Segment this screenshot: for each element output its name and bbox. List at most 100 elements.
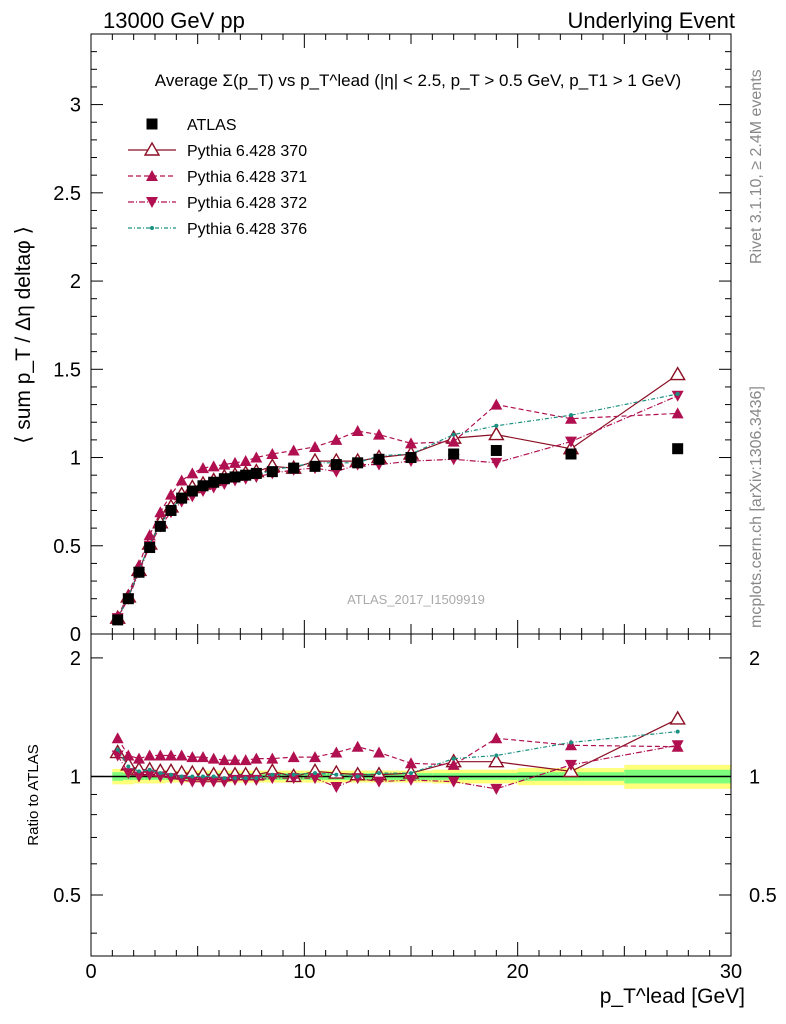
ratio-series-1-point — [490, 732, 503, 744]
ratio-series-1-point — [330, 746, 343, 758]
ratio-series-1-point — [207, 752, 220, 764]
main-series-2-point — [229, 456, 241, 468]
atlas-point — [309, 460, 321, 472]
ratio-series-1-point — [175, 749, 188, 761]
ratio-series-3-point — [179, 774, 184, 779]
atlas-point — [208, 476, 220, 488]
main-series-2-point — [186, 467, 199, 479]
legend-entry-label: ATLAS — [187, 117, 237, 134]
ratio-series-2-point — [111, 750, 124, 762]
ratio-ytick-label-right: 0.5 — [749, 885, 777, 907]
ratio-series-3-point — [377, 771, 381, 776]
main-series-2-point — [154, 506, 167, 518]
ratio-series-1-point — [197, 751, 209, 763]
ratio-axis-ticks: 0.5 0.51 12 20 10 20 30 — [53, 634, 777, 983]
atlas-point — [218, 473, 230, 485]
ratio-ytick-label-right: 1 — [749, 766, 760, 788]
atlas-point — [288, 462, 300, 474]
atlas-point — [240, 469, 252, 481]
ratio-series-2-point — [175, 774, 188, 786]
ratio-ytick-label: 2 — [70, 648, 81, 670]
main-series-1-point — [669, 366, 686, 381]
ratio-series-2-point — [405, 774, 417, 786]
ratio-series-1-point — [405, 757, 417, 769]
ratio-series-2-point — [229, 774, 241, 786]
legend-entry-label: Pythia 6.428 370 — [187, 143, 307, 160]
atlas-point — [672, 443, 684, 455]
ratio-series-1-point — [154, 749, 167, 761]
ratio-series-3-point — [233, 776, 237, 781]
ratio-series-3-point — [675, 729, 680, 734]
xtick-label: 0 — [85, 961, 96, 983]
ratio-series-1-point — [373, 746, 385, 758]
ratio-series-2-point — [133, 771, 145, 783]
ratio-series-2-point — [122, 768, 135, 780]
atlas-point — [565, 448, 577, 460]
ratio-series-2-point — [143, 769, 156, 781]
ratio-series-3-point — [494, 753, 499, 758]
ratio-frame — [90, 633, 732, 957]
ratio-series-3-point — [243, 776, 248, 781]
legend-entry-label: Pythia 6.428 371 — [187, 169, 307, 186]
main-series-2-line — [117, 403, 678, 617]
ratio-series-1-point — [218, 754, 231, 766]
mcplots-label: mcplots.cern.ch [arXiv:1306.3436] — [748, 386, 765, 628]
atlas-point — [448, 448, 460, 460]
main-series-2-point — [218, 458, 231, 470]
ratio-series-1-point — [186, 751, 199, 763]
ratio-series-3-point — [169, 772, 173, 777]
atlas-point — [490, 444, 502, 456]
main-series-3-point — [671, 390, 684, 402]
ratio-ytick-label: 1 — [70, 766, 81, 788]
main-series-1-point — [488, 426, 505, 441]
ratio-series-3-point — [201, 774, 205, 779]
atlas-point — [250, 467, 262, 479]
ratio-series-3-point — [291, 772, 296, 777]
main-series-2-point — [565, 412, 577, 424]
main-series-4-point — [451, 432, 456, 437]
main-series-2-point — [671, 407, 684, 419]
atlas-point — [133, 566, 145, 578]
main-series-2-point — [197, 462, 209, 474]
ratio-series-1-point — [111, 732, 124, 744]
main-series-4-point — [675, 392, 680, 396]
ratio-series-3-point — [211, 774, 216, 779]
ratio-series-1-point — [287, 751, 300, 763]
ratio-series-3-point — [313, 771, 317, 776]
ratio-series-1-point — [565, 739, 577, 751]
ratio-series-1-point — [133, 752, 145, 764]
atlas-point — [405, 452, 417, 464]
xtick-label: 10 — [293, 961, 315, 983]
main-series-2-point — [309, 440, 321, 452]
main-series-4-point — [494, 423, 499, 428]
x-axis-label: p_T^lead [GeV] — [600, 985, 745, 1008]
main-series-3-point — [565, 436, 577, 448]
ratio-series-3-point — [254, 776, 259, 781]
main-series-2-point — [330, 433, 343, 445]
main-series-2-point — [447, 435, 460, 447]
legend: ATLAS Pythia 6.428 370 Pythia 6.428 371 Pyt… — [128, 117, 307, 238]
ratio-series-1-point — [143, 749, 156, 761]
ratio-series-2-point — [309, 773, 321, 785]
main-series-3-line — [117, 395, 678, 619]
main-title: Average Σ(p_T) vs p_T^lead (|η| < 2.5, p… — [155, 71, 681, 90]
ratio-series-3-point — [334, 772, 339, 777]
legend-entry-label: Pythia 6.428 372 — [187, 195, 307, 212]
ratio-series-1-point — [351, 740, 364, 752]
xtick-label: 30 — [720, 961, 742, 983]
ratio-series-layer — [109, 710, 686, 795]
ratio-series-1-point — [266, 752, 279, 764]
ratio-series-3-point — [222, 776, 227, 781]
ratio-series-1-point — [239, 754, 252, 766]
ratio-series-2-point — [197, 776, 209, 788]
main-series-2-point — [287, 444, 300, 456]
main-series-4-point — [569, 413, 573, 418]
ratio-series-0-point — [488, 753, 505, 768]
header-right: Underlying Event — [567, 8, 735, 33]
ratio-series-2-point — [373, 776, 385, 788]
main-series-2-point — [175, 474, 188, 486]
ratio-series-2-point — [186, 776, 199, 788]
ratio-series-1-point — [165, 749, 177, 761]
legend-marker — [146, 197, 158, 208]
